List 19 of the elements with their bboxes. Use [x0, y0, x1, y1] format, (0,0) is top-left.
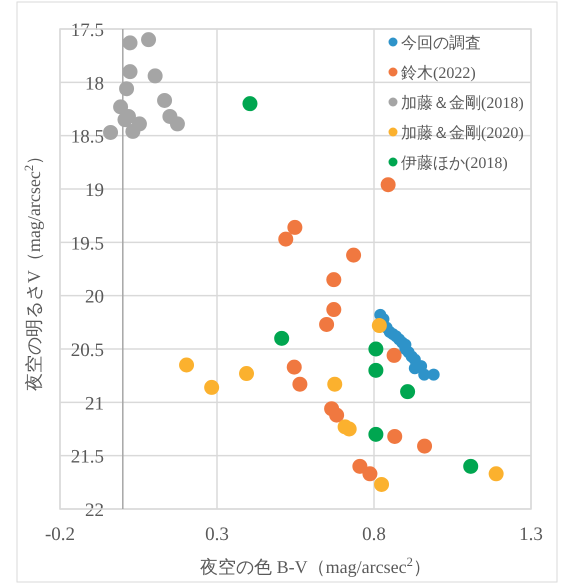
x-axis-title: 夜空の色 B-V（mag/arcsec$^{2}$）	[200, 555, 431, 577]
legend-label: 鈴木(2022)	[401, 64, 476, 82]
x-tick-label: -0.2	[44, 524, 76, 545]
y-tick-label: 20.5	[70, 340, 104, 361]
y-tick-label: 22	[85, 500, 104, 521]
x-tick-label: 0.8	[362, 524, 386, 545]
x-tick-label: 1.3	[519, 524, 543, 545]
x-tick-label: 0.3	[205, 524, 229, 545]
y-tick-label: 21.5	[70, 446, 104, 468]
y-tick-label: 19	[85, 180, 104, 201]
y-tick-label: 18.5	[70, 126, 104, 148]
y-tick-label: 20	[85, 286, 104, 308]
y-tick-label: 21	[85, 393, 104, 414]
y-tick-label: 18	[85, 73, 104, 94]
legend-label: 加藤＆金剛(2020)	[401, 124, 524, 142]
legend-label: 加藤＆金剛(2018)	[401, 94, 524, 112]
legend-label: 伊藤ほか(2018)	[401, 154, 508, 172]
y-tick-label: 19.5	[70, 233, 104, 254]
legend-label: 今回の調査	[401, 34, 481, 52]
